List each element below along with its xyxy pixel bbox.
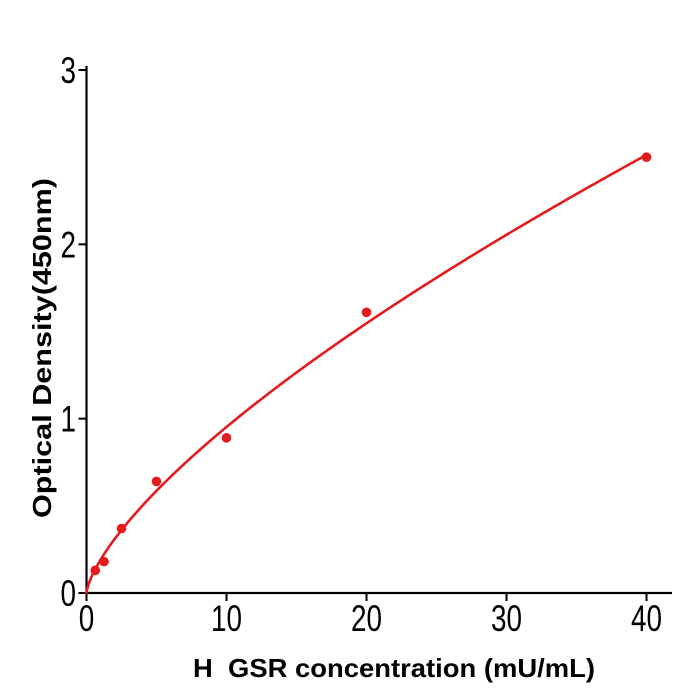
data-point — [361, 307, 372, 318]
x-tick-label: 40 — [631, 598, 662, 639]
y-tick-label: 3 — [61, 50, 77, 91]
data-points-layer — [90, 152, 652, 576]
data-point — [641, 152, 652, 162]
data-point — [116, 523, 127, 534]
ticks-layer: 0 10 20 30 40 0 1 2 3 — [61, 50, 663, 639]
axes-layer — [85, 66, 672, 595]
y-tick-label: 1 — [61, 399, 77, 440]
data-point — [90, 565, 101, 576]
fit-curve-line — [85, 153, 648, 595]
y-axis-title: Optical Density(450nm) — [27, 178, 57, 518]
y-tick-label: 2 — [61, 224, 77, 265]
x-tick-label: 10 — [211, 598, 242, 639]
y-tick-label: 0 — [61, 573, 77, 614]
data-point — [151, 476, 162, 487]
data-point — [99, 556, 109, 567]
x-tick-label: 30 — [491, 598, 522, 639]
x-tick-label: 20 — [351, 598, 382, 639]
x-axis-title: H GSR concentration (mU/mL) — [193, 653, 595, 683]
x-tick-label: 0 — [79, 598, 95, 639]
data-point — [221, 433, 232, 443]
